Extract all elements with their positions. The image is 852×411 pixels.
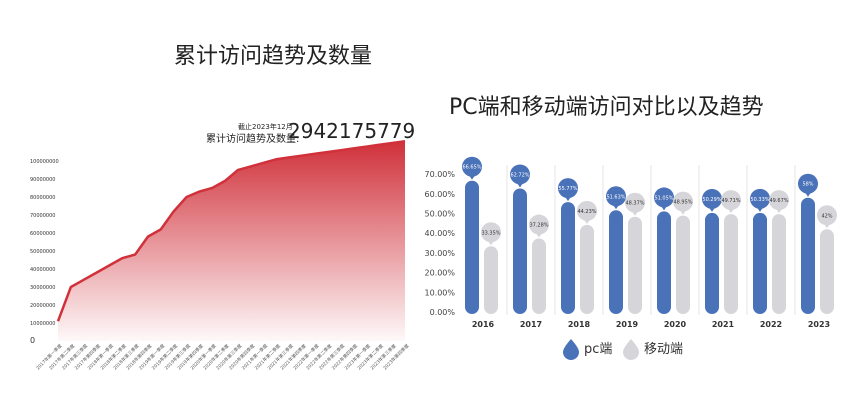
data-label: 55.77% [558,186,577,192]
y-tick-label: 100000000 [30,159,59,165]
data-label: 37.28% [529,223,548,229]
bar-mobile [676,215,690,314]
y-tick-label: 40000000 [30,267,55,273]
bar-pc [561,202,575,314]
bar-mobile [484,246,498,314]
data-label: 33.35% [481,230,500,236]
x-tick-label: 2023 [808,320,830,329]
cutoff-date: 截止2023年12月 [238,123,293,131]
y-tick-label: 0.00% [430,308,456,317]
label-pin [817,205,837,226]
bar-pc [657,211,671,314]
data-label: 51.05% [654,195,673,201]
bar-mobile [580,224,594,314]
x-tick-label: 2020 [664,320,687,329]
y-tick-label: 30000000 [30,285,55,291]
y-tick-label: 10.00% [424,288,455,297]
y-tick-label: 20000000 [30,303,55,309]
label-pin [769,190,789,211]
legend-drop-icon [563,339,579,360]
legend-label: pc端 [584,342,612,357]
x-tick-label: 2017 [520,320,542,329]
right-chart-title: PC端和移动端访问对比以及趋势 [449,95,764,120]
label-pin [510,164,530,185]
x-tick-label: 2019 [616,320,639,329]
bar-pc [753,212,767,314]
data-label: 58% [802,182,813,188]
y-tick-label: 20.00% [424,269,455,278]
data-label: 51.63% [606,194,625,200]
data-label: 49.71% [721,198,740,204]
data-label: 49.67% [769,198,788,204]
bar-pc [465,180,479,314]
data-label: 44.23% [577,209,596,215]
legend-label: 移动端 [644,342,683,357]
data-label: 66.65% [462,165,481,171]
label-pin [798,173,818,194]
left-chart-title: 累计访问趋势及数量 [174,44,373,69]
y-tick-label: 90000000 [30,177,55,183]
y-tick-label: 50000000 [30,249,55,255]
total-value: 2942175779 [288,119,416,143]
data-label: 50.29% [702,197,721,203]
label-pin [577,200,597,221]
legend-drop-icon [623,339,639,360]
label-pin [462,156,482,177]
data-label: 42% [821,213,832,219]
y-tick-label: 60.00% [424,190,455,199]
label-pin [558,178,578,199]
label-pin [750,188,770,209]
label-pin [606,186,626,207]
area-line [56,139,406,322]
bar-pc [801,197,815,314]
bar-mobile [628,216,642,314]
label-pin [673,191,693,212]
bar-mobile [772,214,786,314]
label-pin [481,222,501,243]
bar-mobile [724,214,738,314]
data-label: 48.95% [673,200,692,206]
bar-pc [705,212,719,314]
label-pin [625,192,645,213]
bar-mobile [532,238,546,314]
label-pin [702,188,722,209]
y-tick-label: 40.00% [424,229,455,238]
label-pin [529,214,549,235]
data-label: 62.72% [510,172,529,178]
label-pin [654,187,674,208]
bar-mobile [820,229,834,314]
y-tick-label: 0 [30,336,35,345]
bar-pc [513,188,527,314]
x-tick-label: 2022 [760,320,782,329]
area-fill [58,141,405,341]
x-tick-label: 2016 [472,320,495,329]
x-tick-label: 2018 [568,320,591,329]
y-tick-label: 80000000 [30,195,55,201]
data-label: 50.33% [750,197,769,203]
x-tick-label: 2021 [712,320,735,329]
bar-pc [609,210,623,314]
y-tick-label: 70000000 [30,213,55,219]
y-tick-label: 70.00% [424,170,455,179]
total-label: 累计访问趋势及数量: [206,134,300,145]
label-pin [721,190,741,211]
y-tick-label: 30.00% [424,249,455,258]
y-tick-label: 10000000 [30,321,55,327]
y-tick-label: 60000000 [30,231,55,237]
data-label: 48.37% [625,201,644,207]
y-tick-label: 50.00% [424,210,455,219]
